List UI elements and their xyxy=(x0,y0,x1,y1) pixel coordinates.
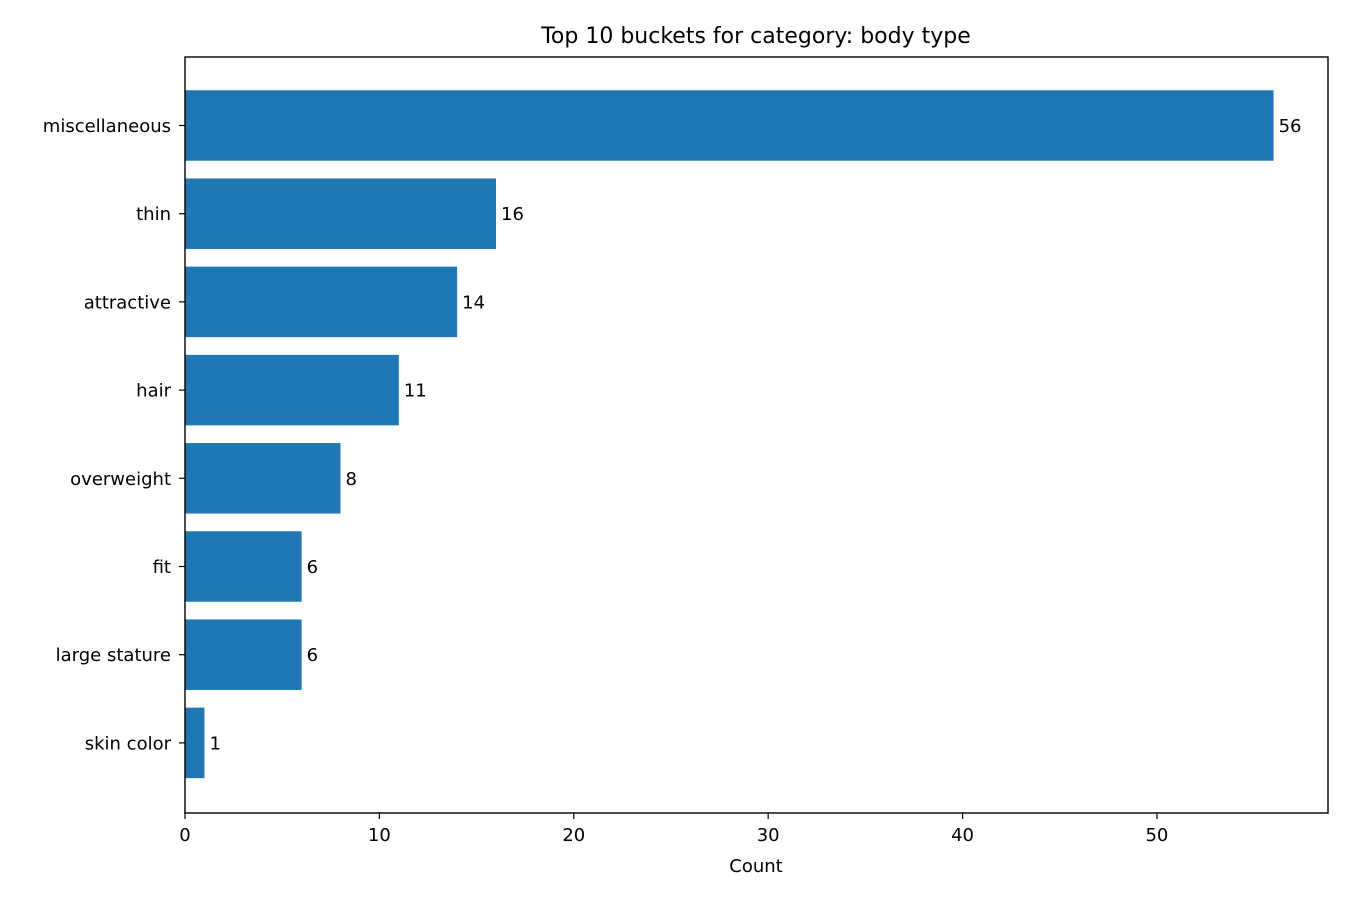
y-tick-label: fit xyxy=(153,557,171,578)
y-tick-label: large stature xyxy=(56,645,171,666)
bar-fit xyxy=(185,531,302,602)
data-label: 6 xyxy=(307,645,318,666)
y-tick-label: skin color xyxy=(85,733,172,754)
y-tick-label: attractive xyxy=(84,292,171,313)
data-label: 8 xyxy=(346,469,357,490)
data-label: 6 xyxy=(307,557,318,578)
y-tick-label: hair xyxy=(136,381,171,402)
bar-thin xyxy=(185,178,497,249)
data-label: 56 xyxy=(1279,116,1302,137)
data-labels-layer: 56 16 14 11 8 6 6 1 xyxy=(209,116,1301,754)
x-tick-label: 40 xyxy=(951,825,974,846)
plot-frame xyxy=(184,56,1329,814)
x-axis: 0 10 20 30 40 50 xyxy=(179,813,1168,846)
x-axis-label: Count xyxy=(729,856,782,877)
bar-miscellaneous xyxy=(185,90,1274,161)
chart-title: Top 10 buckets for category: body type xyxy=(540,24,971,49)
bar-skin-color xyxy=(185,707,205,779)
x-tick-label: 30 xyxy=(757,825,780,846)
bars-layer xyxy=(185,90,1274,779)
y-tick-label: overweight xyxy=(70,469,171,490)
data-label: 1 xyxy=(209,733,220,754)
bar-attractive xyxy=(185,266,458,338)
y-axis: miscellaneous thin attractive hair overweigh… xyxy=(43,116,185,754)
x-tick-label: 50 xyxy=(1145,825,1168,846)
x-tick-label: 0 xyxy=(179,825,190,846)
y-tick-label: miscellaneous xyxy=(43,116,171,137)
y-tick-label: thin xyxy=(136,204,171,225)
bar-overweight xyxy=(185,443,341,514)
data-label: 16 xyxy=(501,204,524,225)
bar-large-stature xyxy=(185,619,302,690)
bar-hair xyxy=(185,354,399,426)
x-tick-label: 20 xyxy=(562,825,585,846)
x-tick-label: 10 xyxy=(368,825,391,846)
data-label: 11 xyxy=(404,381,427,402)
data-label: 14 xyxy=(462,292,485,313)
